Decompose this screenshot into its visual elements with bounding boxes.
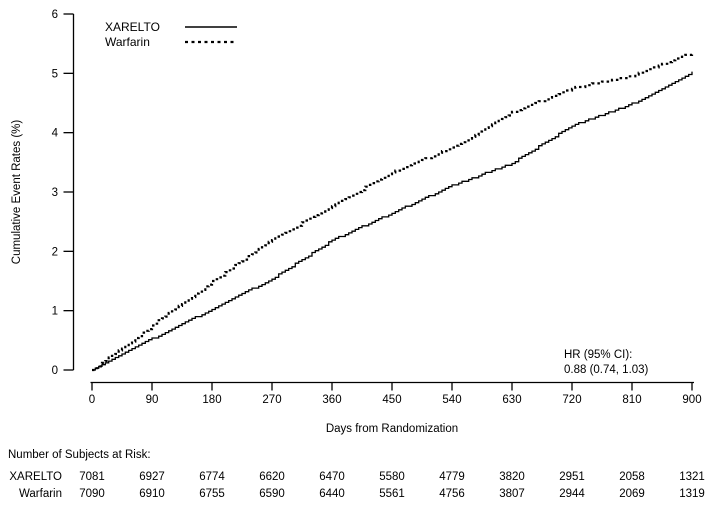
risk-count: 4779 xyxy=(439,471,465,483)
risk-count: 6774 xyxy=(199,471,225,483)
risk-count: 1319 xyxy=(679,488,705,500)
x-axis-tick-label: 180 xyxy=(202,394,221,406)
x-axis-tick-label: 0 xyxy=(89,394,95,406)
y-axis-tick-label: 4 xyxy=(52,128,59,140)
risk-count: 2058 xyxy=(619,471,645,483)
x-axis-tick-label: 630 xyxy=(502,394,521,406)
legend-label-warfarin: Warfarin xyxy=(105,35,150,49)
risk-count: 6620 xyxy=(259,471,285,483)
hr-annotation: HR (95% CI): 0.88 (0.74, 1.03) xyxy=(564,349,649,376)
risk-count: 4756 xyxy=(439,488,465,500)
y-axis-tick-label: 6 xyxy=(52,9,58,21)
y-axis-tick-label: 5 xyxy=(52,68,58,80)
x-axis-tick-label: 270 xyxy=(262,394,281,406)
risk-count: 6440 xyxy=(319,488,345,500)
x-axis-tick-label: 810 xyxy=(622,394,641,406)
risk-table-title: Number of Subjects at Risk: xyxy=(8,449,151,461)
chart-generated-layer: 0 1 2 3 4 5 6 0 90 180 270 360 450 540 630 720 810 900 xyxy=(52,9,702,406)
risk-count: 6590 xyxy=(259,488,285,500)
hr-annotation-line1: HR (95% CI): xyxy=(564,349,632,361)
x-axis-tick-label: 450 xyxy=(382,394,401,406)
y-axis-tick-label: 3 xyxy=(52,187,58,199)
y-axis-tick-label: 0 xyxy=(52,365,58,377)
x-axis-tick-label: 360 xyxy=(322,394,341,406)
x-axis-title: Days from Randomization xyxy=(326,423,458,435)
risk-count: 2069 xyxy=(619,488,645,500)
y-axis-title: Cumulative Event Rates (%) xyxy=(11,120,23,265)
legend: XARELTO Warfarin xyxy=(105,20,237,49)
risk-count: 2944 xyxy=(559,488,585,500)
risk-count: 2951 xyxy=(559,471,585,483)
risk-count: 7090 xyxy=(79,488,105,500)
y-axis-tick-label: 1 xyxy=(52,306,58,318)
risk-count: 1321 xyxy=(679,471,705,483)
series-curve-xarelto xyxy=(92,71,693,371)
x-axis-tick-label: 720 xyxy=(562,394,581,406)
risk-count: 7081 xyxy=(79,471,105,483)
x-axis-tick-label: 900 xyxy=(682,394,701,406)
risk-count: 6910 xyxy=(139,488,165,500)
x-axis-tick-label: 90 xyxy=(146,394,159,406)
risk-count: 6927 xyxy=(139,471,165,483)
km-chart: 0 1 2 3 4 5 6 0 90 180 270 360 450 540 630 720 810 900 Cu… xyxy=(11,9,702,435)
legend-label-xarelto: XARELTO xyxy=(105,20,160,34)
risk-count: 5580 xyxy=(379,471,405,483)
risk-row-label: Warfarin xyxy=(18,488,62,500)
risk-count: 5561 xyxy=(379,488,405,500)
risk-count: 6755 xyxy=(199,488,225,500)
risk-count: 3807 xyxy=(499,488,525,500)
risk-row-label: XARELTO xyxy=(9,471,62,483)
risk-count: 6470 xyxy=(319,471,345,483)
y-axis-tick-label: 2 xyxy=(52,246,58,258)
risk-count: 3820 xyxy=(499,471,525,483)
series-curve-warfarin xyxy=(92,52,694,372)
hr-annotation-line2: 0.88 (0.74, 1.03) xyxy=(564,364,649,376)
x-axis-tick-label: 540 xyxy=(442,394,461,406)
